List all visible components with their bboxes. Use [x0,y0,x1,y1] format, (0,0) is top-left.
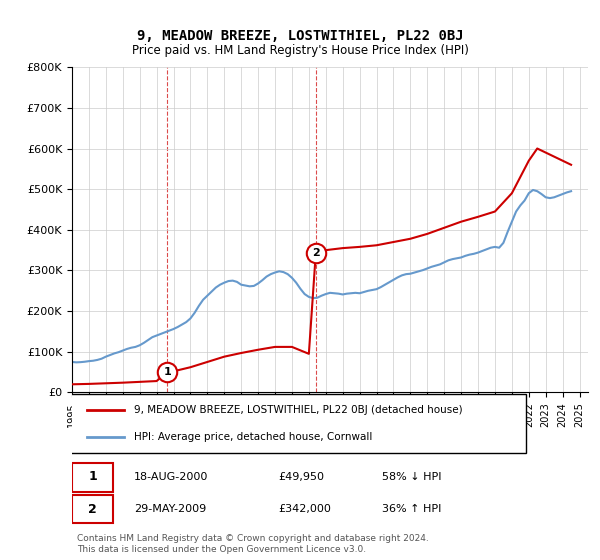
FancyBboxPatch shape [67,394,526,453]
Text: HPI: Average price, detached house, Cornwall: HPI: Average price, detached house, Corn… [134,432,372,442]
Text: 58% ↓ HPI: 58% ↓ HPI [382,472,441,482]
Text: Contains HM Land Registry data © Crown copyright and database right 2024.
This d: Contains HM Land Registry data © Crown c… [77,534,429,554]
Text: 36% ↑ HPI: 36% ↑ HPI [382,505,441,515]
Text: £49,950: £49,950 [278,472,325,482]
Text: 1: 1 [88,470,97,483]
Text: 18-AUG-2000: 18-AUG-2000 [134,472,208,482]
FancyBboxPatch shape [72,496,113,524]
Text: 2: 2 [88,503,97,516]
Text: 9, MEADOW BREEZE, LOSTWITHIEL, PL22 0BJ: 9, MEADOW BREEZE, LOSTWITHIEL, PL22 0BJ [137,29,463,44]
Text: 2: 2 [312,249,320,258]
Text: 9, MEADOW BREEZE, LOSTWITHIEL, PL22 0BJ (detached house): 9, MEADOW BREEZE, LOSTWITHIEL, PL22 0BJ … [134,405,463,415]
FancyBboxPatch shape [72,464,113,492]
Text: Price paid vs. HM Land Registry's House Price Index (HPI): Price paid vs. HM Land Registry's House … [131,44,469,57]
Text: 1: 1 [163,367,171,377]
Text: £342,000: £342,000 [278,505,331,515]
Text: 29-MAY-2009: 29-MAY-2009 [134,505,206,515]
